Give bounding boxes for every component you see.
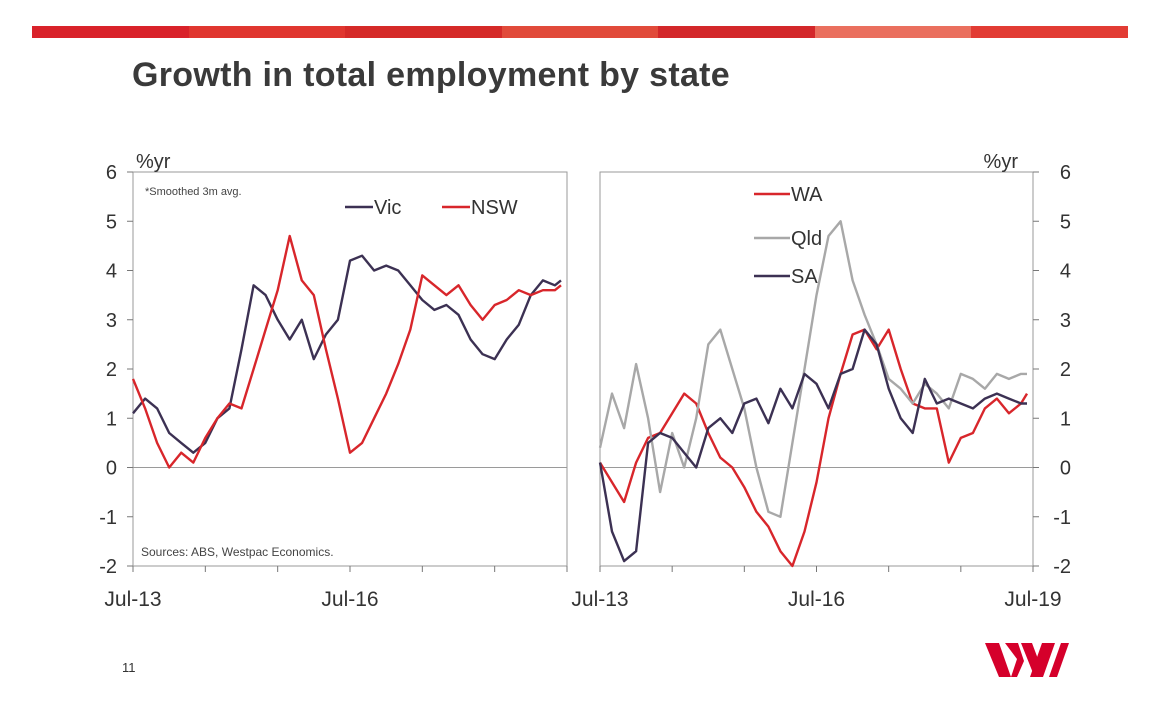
y-tick-label: 6 — [106, 162, 117, 184]
y-tick-label: 4 — [1060, 261, 1071, 283]
y-tick-label: -2 — [1053, 556, 1071, 578]
logo-stripe-mid-left — [1005, 643, 1024, 677]
series-line-vic — [132, 254, 562, 454]
unit-label: %yr — [984, 151, 1019, 173]
top-accent-bar — [32, 26, 1129, 38]
y-tick-label: 2 — [106, 359, 117, 381]
x-tick-label: Jul-13 — [571, 588, 628, 611]
plot-frame — [132, 171, 568, 567]
top-bar-segment-5 — [814, 26, 972, 38]
y-tick-label: 3 — [1060, 310, 1071, 332]
y-tick-label: 6 — [1060, 162, 1071, 184]
x-tick-label: Jul-16 — [321, 588, 378, 611]
unit-label: %yr — [136, 151, 171, 173]
legend-label-wa: WA — [791, 184, 823, 206]
x-tick-label: Jul-19 — [1004, 588, 1061, 611]
legend-label-vic: Vic — [374, 197, 401, 219]
y-tick-label: 2 — [1060, 359, 1071, 381]
top-bar-segment-4 — [658, 26, 815, 38]
series-line-qld — [598, 220, 1027, 518]
series-line-nsw — [131, 234, 562, 469]
slide-title: Growth in total employment by state — [132, 56, 731, 94]
series-line-wa — [598, 328, 1029, 568]
y-tick-label: -2 — [99, 556, 117, 578]
top-bar-segment-0 — [32, 26, 189, 38]
y-tick-label: -1 — [99, 507, 117, 529]
y-tick-label: 0 — [106, 458, 117, 480]
legend-label-sa: SA — [791, 266, 818, 288]
y-tick-label: 1 — [106, 408, 117, 430]
x-tick-label: Jul-16 — [788, 588, 845, 611]
y-tick-label: 5 — [106, 211, 117, 233]
top-bar-segment-2 — [345, 26, 502, 38]
y-tick-label: 0 — [1060, 458, 1071, 480]
y-tick-label: 1 — [1060, 408, 1071, 430]
logo-stripe-mid-right — [1030, 643, 1055, 677]
smoothing-note: *Smoothed 3m avg. — [145, 186, 242, 198]
y-tick-label: 4 — [106, 261, 117, 283]
y-tick-label: 5 — [1060, 211, 1071, 233]
source-note: Sources: ABS, Westpac Economics. — [141, 545, 334, 559]
top-bar-segment-3 — [501, 26, 659, 38]
westpac-logo — [985, 643, 1069, 677]
top-bar-segment-1 — [188, 26, 346, 38]
series-line-sa — [598, 328, 1027, 563]
legend-label-nsw: NSW — [471, 197, 518, 219]
top-bar-segment-6 — [971, 26, 1129, 38]
logo-stripe-left — [985, 643, 1011, 677]
legend-label-qld: Qld — [791, 228, 822, 250]
right-chart-panel: 6 5 4 3 2 1 0 -1 -2 Jul-13 Jul-16 Jul-19 %yr WA Qld SA — [571, 151, 1071, 611]
x-tick-label: Jul-13 — [104, 588, 161, 611]
y-tick-label: -1 — [1053, 507, 1071, 529]
logo-stripe-right — [1021, 643, 1038, 673]
logo-stripe-far — [1049, 643, 1069, 677]
page-number: 11 — [122, 660, 136, 675]
left-chart-panel: 6 5 4 3 2 1 0 -1 -2 Jul-13 Jul-16 %yr *Smoothed 3m a… — [99, 151, 568, 611]
y-tick-label: 3 — [106, 310, 117, 332]
